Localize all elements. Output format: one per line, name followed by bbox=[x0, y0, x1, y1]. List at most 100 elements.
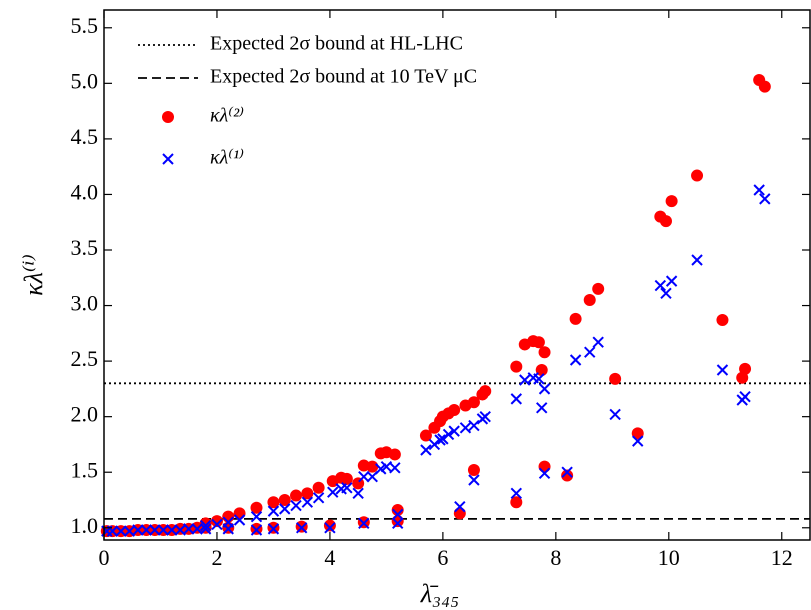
data-point bbox=[267, 496, 280, 509]
data-point bbox=[388, 448, 401, 461]
data-point bbox=[448, 425, 460, 437]
data-point bbox=[233, 514, 246, 526]
data-point bbox=[301, 487, 314, 500]
data-point bbox=[659, 215, 672, 228]
x-tick-label: 12 bbox=[771, 545, 793, 570]
data-point bbox=[459, 422, 472, 434]
data-point bbox=[389, 462, 401, 474]
data-point bbox=[358, 470, 370, 483]
x-tick-label: 2 bbox=[211, 545, 222, 570]
data-point bbox=[323, 519, 336, 532]
data-point bbox=[592, 282, 605, 295]
data-point bbox=[691, 169, 704, 182]
data-point bbox=[532, 336, 545, 349]
data-point bbox=[609, 372, 622, 385]
data-point bbox=[267, 523, 280, 535]
y-tick-label: 2.0 bbox=[71, 402, 99, 427]
data-point bbox=[665, 275, 678, 287]
data-point bbox=[535, 364, 548, 376]
y-tick-label: 5.5 bbox=[71, 13, 99, 38]
data-point bbox=[538, 460, 551, 473]
data-point bbox=[222, 523, 234, 535]
data-point bbox=[632, 435, 644, 447]
data-point bbox=[211, 518, 223, 531]
data-point bbox=[583, 294, 596, 306]
data-point bbox=[468, 474, 480, 486]
data-point bbox=[419, 429, 432, 442]
data-point bbox=[340, 472, 353, 485]
data-point bbox=[278, 494, 291, 506]
data-point bbox=[442, 428, 455, 441]
data-point bbox=[267, 505, 280, 517]
data-point bbox=[665, 195, 678, 208]
x-axis-label: λ̄₃₄₅ bbox=[420, 579, 459, 608]
data-point bbox=[157, 524, 170, 536]
data-point bbox=[183, 523, 195, 535]
data-point bbox=[467, 396, 480, 409]
data-point bbox=[739, 390, 751, 403]
data-point bbox=[759, 193, 771, 205]
data-point bbox=[199, 523, 212, 535]
data-point bbox=[366, 460, 379, 473]
data-point bbox=[312, 492, 325, 504]
data-point bbox=[301, 496, 314, 508]
data-point bbox=[453, 507, 466, 520]
legend-text: κλ⁽²⁾ bbox=[210, 105, 244, 127]
data-point bbox=[479, 385, 492, 398]
data-point bbox=[538, 467, 551, 480]
legend-text: Expected 2σ bound at HL-LHC bbox=[210, 33, 463, 55]
data-point bbox=[352, 487, 364, 500]
data-point bbox=[391, 515, 404, 528]
data-point bbox=[341, 482, 353, 494]
legend-marker bbox=[162, 153, 174, 165]
data-point bbox=[250, 510, 263, 523]
data-point bbox=[233, 507, 246, 520]
data-point bbox=[561, 466, 573, 478]
data-point bbox=[132, 524, 144, 536]
data-point bbox=[358, 517, 370, 530]
data-point bbox=[533, 373, 545, 385]
data-point bbox=[654, 279, 667, 292]
data-point bbox=[391, 508, 404, 521]
data-point bbox=[584, 346, 596, 358]
data-point bbox=[739, 362, 752, 375]
data-point bbox=[115, 525, 127, 537]
data-point bbox=[250, 524, 263, 536]
y-tick-label: 1.0 bbox=[71, 513, 99, 538]
data-point bbox=[758, 80, 771, 93]
data-point bbox=[391, 517, 404, 530]
data-point bbox=[660, 287, 672, 300]
data-point bbox=[295, 522, 308, 534]
x-tick-label: 0 bbox=[99, 545, 110, 570]
data-point bbox=[538, 383, 551, 395]
data-point bbox=[290, 499, 302, 512]
x-tick-label: 10 bbox=[658, 545, 680, 570]
axes-frame bbox=[103, 9, 811, 541]
y-tick-label: 1.5 bbox=[71, 457, 99, 482]
data-point bbox=[448, 404, 461, 416]
y-tick-label: 4.0 bbox=[71, 179, 99, 204]
data-point bbox=[149, 524, 161, 536]
data-point bbox=[166, 524, 178, 536]
data-point bbox=[391, 504, 404, 516]
data-point bbox=[454, 500, 466, 513]
data-point bbox=[538, 346, 551, 359]
data-point bbox=[210, 515, 223, 528]
data-point bbox=[290, 489, 303, 502]
data-point bbox=[467, 464, 480, 476]
data-point bbox=[609, 408, 621, 421]
data-point bbox=[250, 501, 263, 514]
data-point bbox=[468, 419, 480, 432]
data-point bbox=[561, 469, 574, 482]
data-point bbox=[691, 254, 703, 266]
data-point bbox=[631, 427, 644, 440]
data-point bbox=[753, 184, 765, 196]
y-tick-label: 5.0 bbox=[71, 68, 99, 93]
x-tick-label: 4 bbox=[324, 545, 335, 570]
data-point bbox=[479, 410, 491, 423]
legend-marker bbox=[162, 111, 174, 123]
data-point bbox=[199, 519, 212, 532]
data-point bbox=[312, 481, 325, 494]
data-point bbox=[510, 393, 523, 405]
